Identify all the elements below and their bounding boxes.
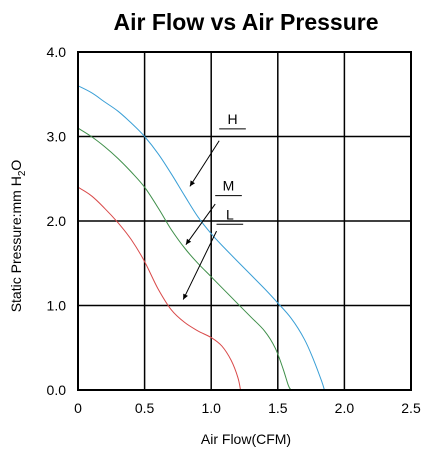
series-label-l: L	[226, 206, 234, 222]
y-tick-label: 1.0	[47, 298, 67, 314]
curve-layer	[77, 85, 325, 391]
series-line-m	[77, 127, 292, 391]
y-axis-label-main: Static Pressure:mm H	[8, 176, 24, 312]
y-tick-labels: 0.0 1.0 2.0 3.0 4.0	[47, 44, 67, 398]
x-tick-label: 0.5	[135, 400, 155, 416]
series-pointer-h	[189, 140, 220, 187]
y-tick-label: 4.0	[47, 44, 67, 60]
x-tick-labels: 0 0.5 1.0 1.5 2.0 2.5	[74, 400, 421, 416]
series-line-h	[77, 85, 325, 391]
series-label-h: H	[227, 111, 237, 127]
chart-title: Air Flow vs Air Pressure	[113, 9, 378, 35]
x-tick-label: 2.0	[335, 400, 355, 416]
y-axis-label-sub: 2	[17, 170, 28, 176]
x-tick-label: 2.5	[401, 400, 421, 416]
series-pointer-m	[185, 203, 216, 245]
x-axis-label: Air Flow(CFM)	[201, 431, 291, 447]
plot-frame	[77, 51, 412, 391]
series-label-m: M	[223, 178, 235, 194]
y-tick-label: 0.0	[47, 382, 67, 398]
grid-layer	[78, 52, 411, 390]
x-tick-label: 0	[74, 400, 82, 416]
y-axis-label: Static Pressure:mm H2O	[8, 160, 28, 313]
series-pointer-arrowhead-h	[189, 180, 196, 187]
series-line-l	[77, 186, 241, 391]
series-pointer-arrowhead-m	[185, 238, 192, 245]
annotation-layer: H ML	[182, 111, 246, 300]
y-tick-label: 3.0	[47, 129, 67, 145]
y-axis-label-tail: O	[8, 160, 24, 171]
x-tick-label: 1.0	[201, 400, 221, 416]
x-tick-label: 1.5	[268, 400, 288, 416]
series-pointer-arrowhead-l	[183, 293, 188, 300]
y-tick-label: 2.0	[47, 213, 67, 229]
series-pointer-l	[182, 230, 217, 300]
